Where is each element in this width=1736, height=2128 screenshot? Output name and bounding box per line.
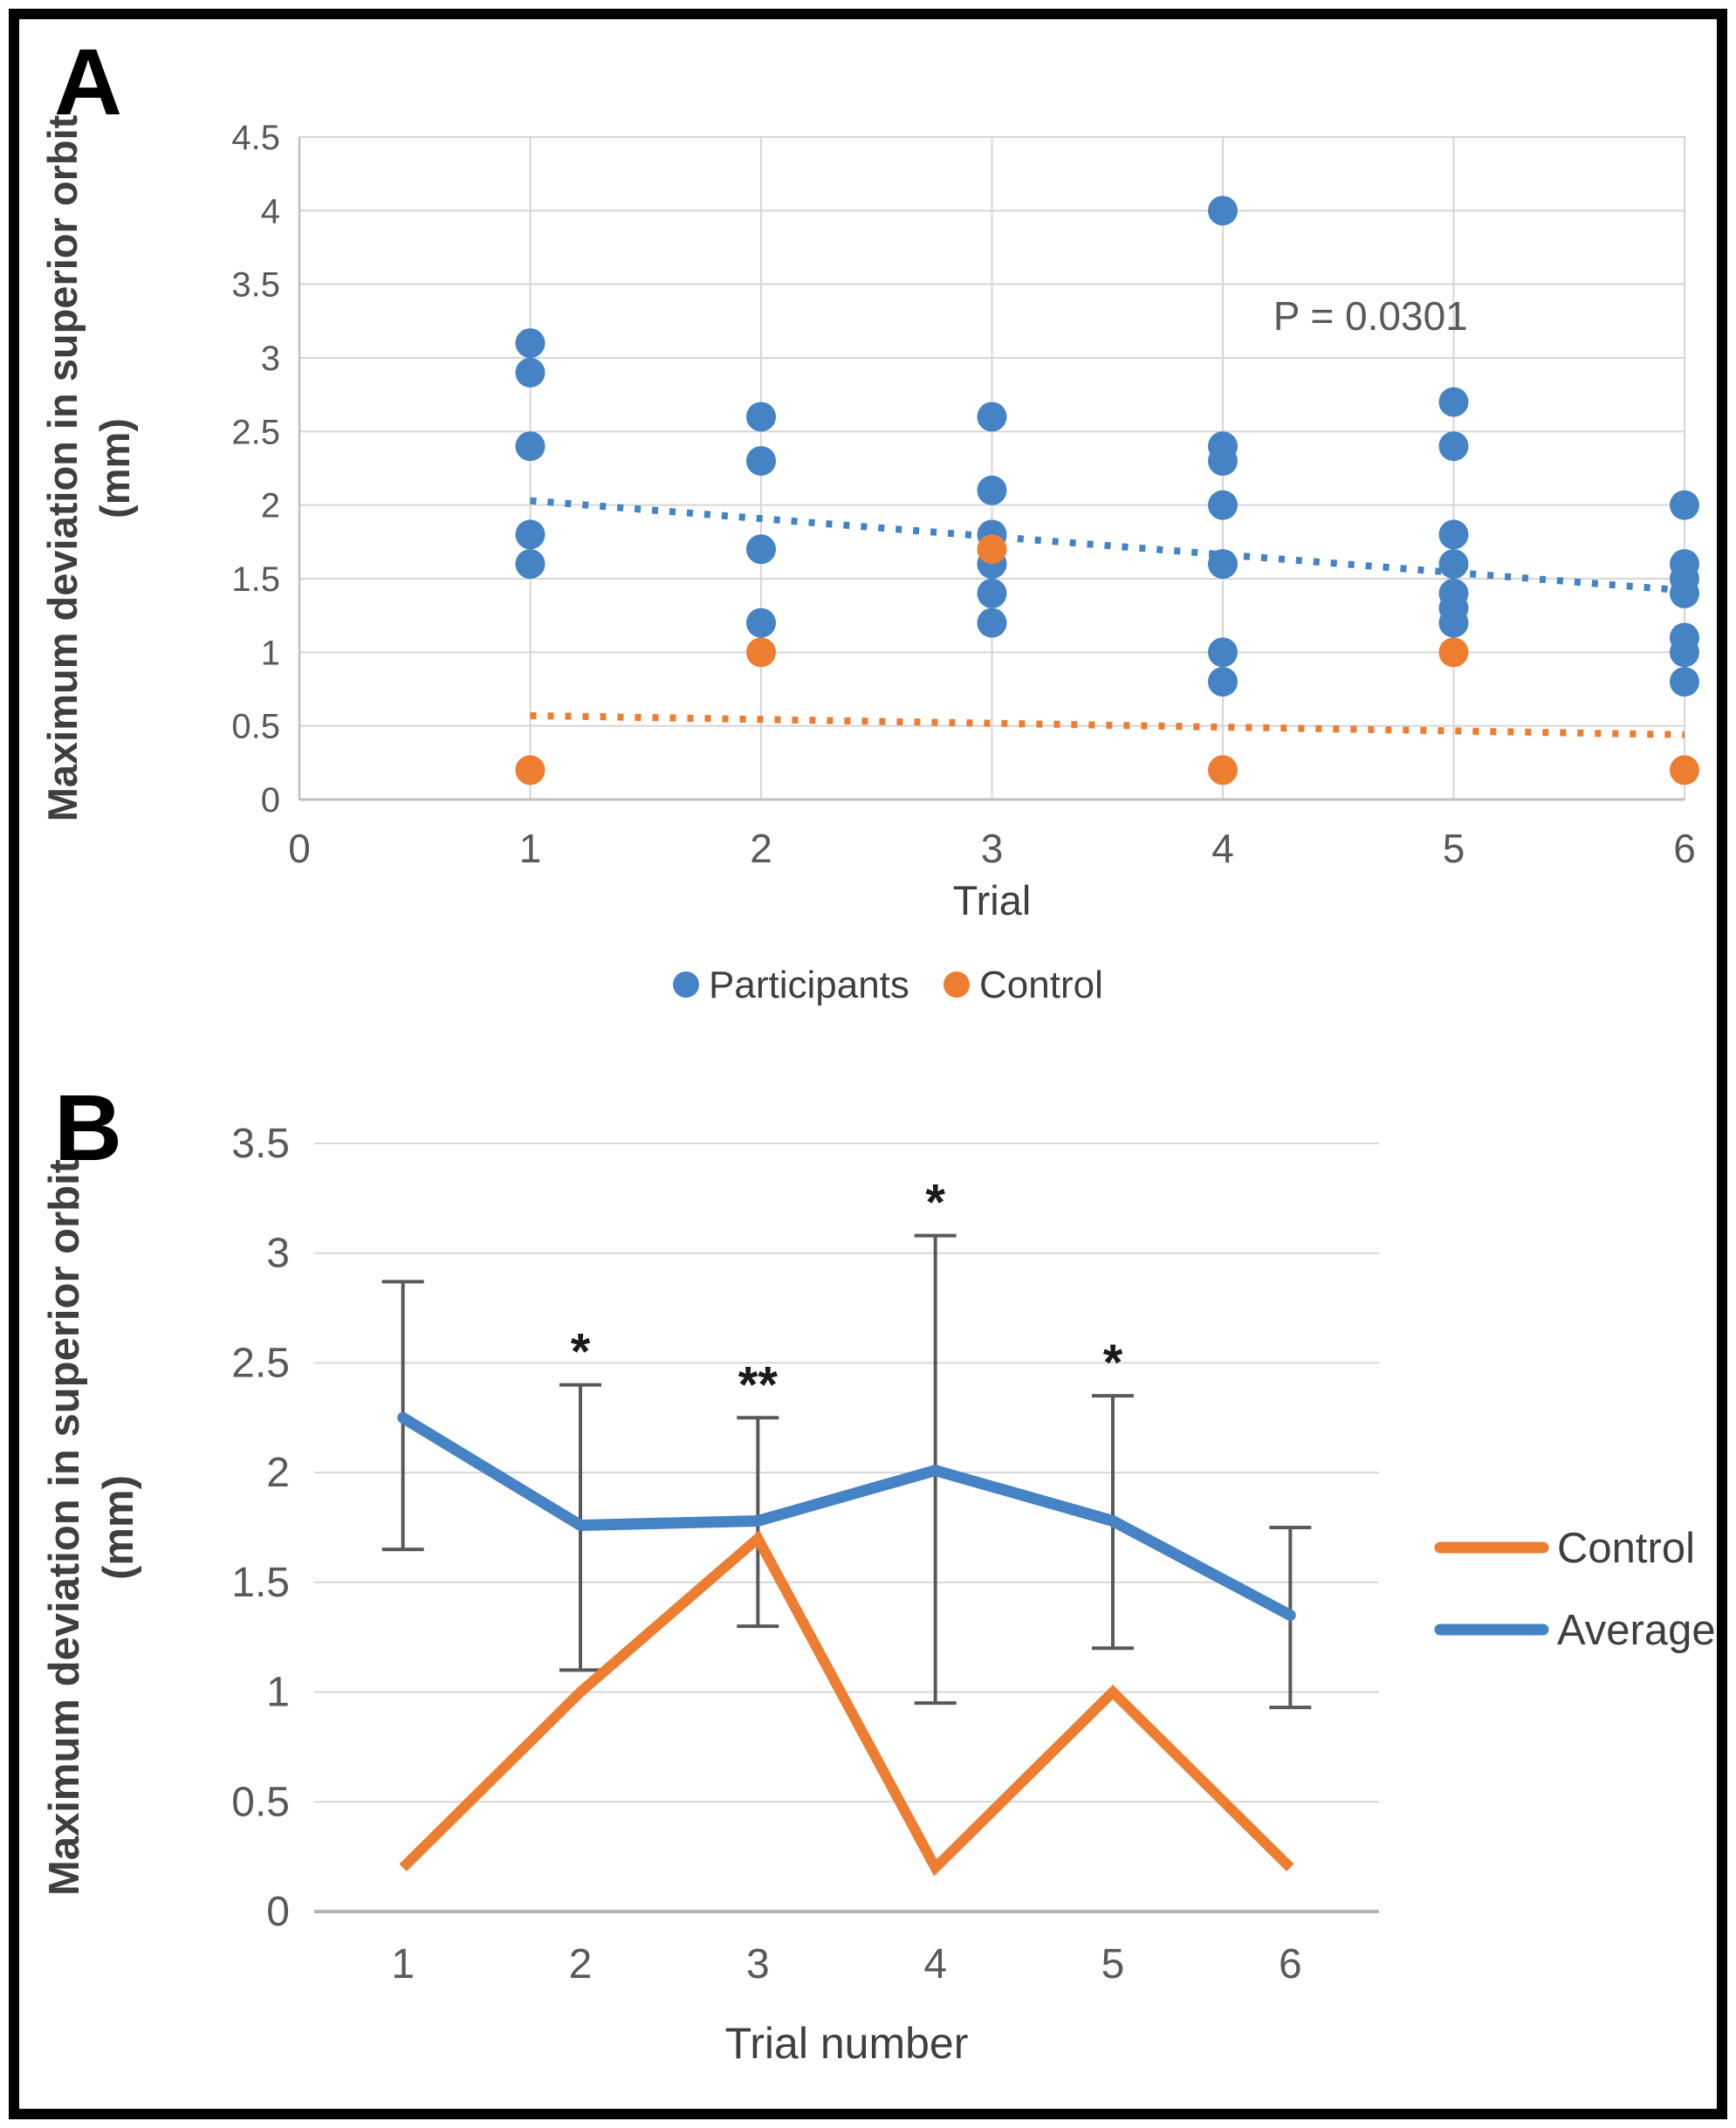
- y-tick-label: 4.5: [231, 119, 280, 157]
- legend-control-label: Control: [1557, 1525, 1695, 1572]
- panel-a-letter: A: [54, 29, 122, 134]
- participants-point: [1208, 446, 1238, 477]
- participants-point: [1438, 387, 1469, 417]
- participants-point: [515, 328, 546, 359]
- participants-point: [746, 402, 776, 432]
- legend-participants-dot-icon: [673, 971, 699, 998]
- y-tick-label: 0.5: [231, 1779, 290, 1825]
- x-tick-label: 2: [750, 826, 772, 871]
- x-tick-label: 1: [391, 1941, 415, 1987]
- participants-point: [1208, 196, 1238, 226]
- participants-point: [515, 549, 546, 580]
- participants-point: [1208, 667, 1238, 697]
- y-tick-label: 1.5: [231, 1560, 290, 1606]
- legend-average-label: Average: [1557, 1607, 1716, 1654]
- x-tick-label: 6: [1673, 826, 1696, 871]
- p-value-annotation: P = 0.0301: [1273, 293, 1468, 339]
- participants-point: [515, 431, 546, 462]
- y-axis-title-line2: (mm): [92, 418, 138, 518]
- y-tick-label: 1: [266, 1670, 290, 1716]
- y-tick-label: 1.5: [231, 560, 280, 599]
- control-point: [1438, 637, 1469, 668]
- participants-point: [1670, 578, 1699, 608]
- x-tick-label: 6: [1279, 1941, 1302, 1987]
- y-tick-label: 2.5: [231, 413, 280, 451]
- participants-point: [515, 357, 546, 388]
- y-tick-label: 1: [261, 634, 280, 672]
- x-tick-label: 5: [1443, 826, 1465, 871]
- participants-point: [977, 402, 1007, 432]
- participants-point: [746, 608, 776, 638]
- x-axis-title: Trial number: [725, 2019, 969, 2068]
- legend-control-dot-icon: [943, 971, 970, 998]
- legend-control-label: Control: [979, 964, 1103, 1006]
- x-tick-label: 5: [1101, 1941, 1125, 1987]
- participants-trendline: [530, 497, 1685, 594]
- x-tick-label: 0: [288, 826, 311, 871]
- significance-asterisk: **: [738, 1356, 779, 1413]
- control-point: [515, 755, 546, 786]
- significance-asterisk: *: [925, 1175, 945, 1232]
- participants-point: [1438, 549, 1469, 580]
- y-tick-label: 2: [261, 487, 280, 525]
- participants-point: [1438, 608, 1469, 638]
- participants-point: [515, 519, 546, 550]
- y-tick-label: 0.5: [231, 708, 280, 746]
- y-tick-label: 3: [266, 1231, 290, 1277]
- participants-point: [746, 446, 776, 477]
- y-axis-title-line1: Maximum deviation in superior orbit: [41, 1159, 88, 1896]
- participants-point: [1208, 637, 1238, 668]
- y-axis-title-line2: (mm): [95, 1475, 142, 1580]
- y-tick-label: 3: [261, 340, 280, 378]
- x-tick-label: 4: [1211, 826, 1234, 871]
- x-tick-label: 3: [746, 1941, 770, 1987]
- y-tick-label: 0: [266, 1889, 290, 1935]
- participants-point: [746, 534, 776, 565]
- y-tick-label: 3.5: [231, 1121, 290, 1167]
- participants-point: [1670, 667, 1699, 697]
- participants-point: [977, 475, 1007, 505]
- participants-point: [1208, 490, 1238, 520]
- average-line: [397, 1411, 1296, 1622]
- panel-b-line-chart: 3.5 3 2.5 2 1.5 1 0.5 0 1 2 3 4 5 6 Maximum deviation …: [41, 1121, 1716, 2068]
- x-tick-label: 2: [569, 1941, 593, 1987]
- legend-participants-label: Participants: [709, 964, 909, 1006]
- participants-point: [1670, 490, 1699, 520]
- control-point: [746, 637, 776, 668]
- participants-point: [977, 608, 1007, 638]
- control-point: [1208, 755, 1238, 786]
- participants-point: [1438, 519, 1469, 550]
- y-tick-label: 4: [261, 192, 280, 230]
- x-tick-label: 1: [519, 826, 542, 871]
- participants-point: [1670, 637, 1699, 668]
- participants-point: [1438, 431, 1469, 462]
- y-tick-label: 2.5: [231, 1340, 290, 1386]
- y-tick-label: 0: [261, 781, 280, 820]
- control-line: [399, 1530, 1294, 1877]
- control-point: [977, 534, 1007, 565]
- y-axis-title-line1: Maximum deviation in superior orbit: [39, 114, 86, 821]
- significance-asterisk: *: [571, 1324, 591, 1381]
- participants-point: [977, 578, 1007, 608]
- y-tick-label: 2: [266, 1450, 290, 1496]
- y-tick-label: 3.5: [231, 266, 280, 305]
- x-tick-label: 4: [923, 1941, 947, 1987]
- x-axis-title: Trial: [953, 877, 1032, 923]
- participants-point: [1208, 549, 1238, 580]
- significance-asterisk: *: [1103, 1335, 1123, 1391]
- control-trendline: [530, 711, 1685, 738]
- panel-b-letter: B: [54, 1074, 122, 1180]
- panel-a-scatter-chart: 4.5 4 3.5 3 2.5 2 1.5 1 0.5 00 1 2 3 4 5 6 Maximum devia…: [39, 114, 1699, 1006]
- control-point: [1670, 755, 1699, 786]
- x-tick-label: 3: [981, 826, 1004, 871]
